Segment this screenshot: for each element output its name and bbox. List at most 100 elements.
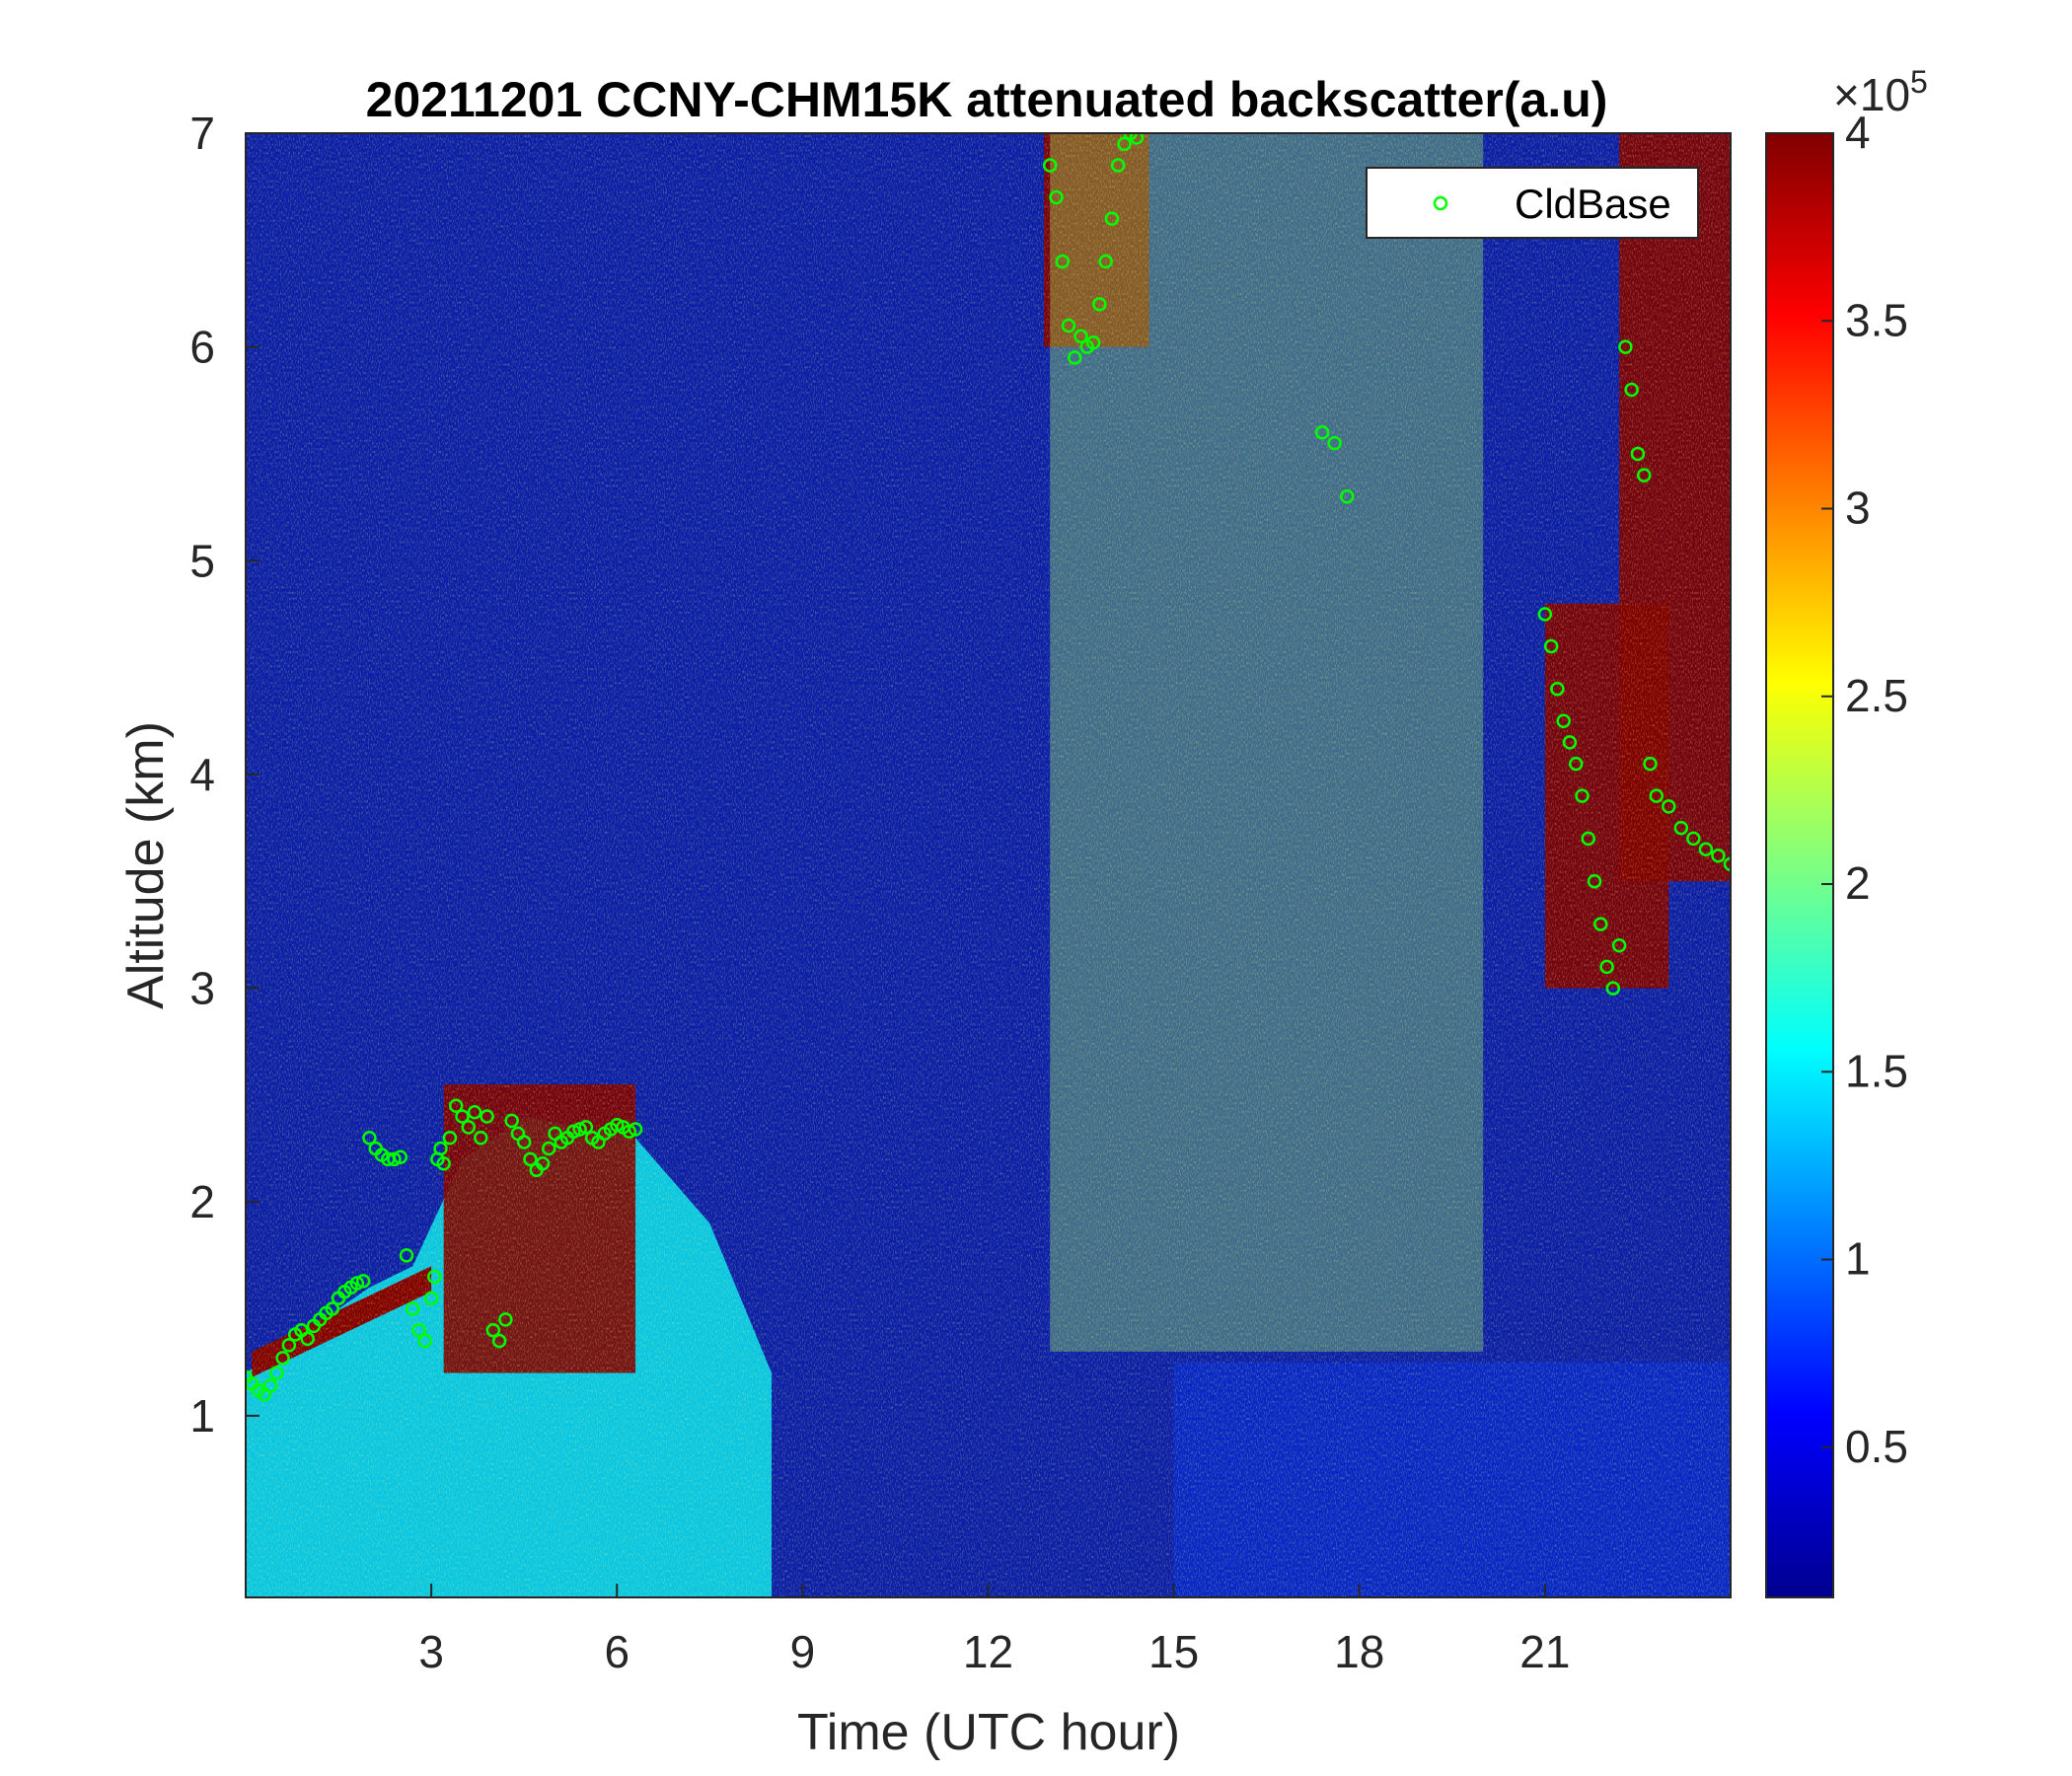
cldbase-point: [1723, 856, 1731, 872]
cldbase-point: [411, 1322, 426, 1338]
cldbase-point: [1662, 799, 1676, 814]
cldbase-point: [1605, 981, 1621, 996]
cldbase-point: [269, 1366, 284, 1380]
y-axis: 1 2 3 4 5 6 7: [189, 108, 259, 1442]
cldbase-point: [1587, 873, 1602, 889]
cldbase-point: [1117, 136, 1132, 152]
heatmap-noise: [246, 133, 1731, 1597]
x-tick-label: 6: [604, 1626, 629, 1677]
cldbase-point: [1624, 382, 1639, 398]
colorbar-tick-label: 2.5: [1845, 670, 1908, 721]
plot-area: [246, 133, 1731, 1597]
cldbase-point: [1611, 937, 1627, 953]
cldbase-point: [1042, 158, 1058, 173]
cldbase-point: [399, 1248, 414, 1263]
cldbase-point: [467, 1104, 482, 1120]
cldbase-point: [1673, 820, 1689, 836]
cldbase-point: [461, 1120, 476, 1135]
cldbase-point: [349, 1276, 365, 1291]
cldbase-point: [1593, 917, 1608, 931]
colorbar: 0.5 1 1.5 2 2.5 3 3.5 4 ×105: [1765, 64, 1928, 1598]
colorbar-exponent: 5: [1910, 64, 1928, 100]
colorbar-tick-label: 2: [1845, 857, 1871, 909]
cldbase-point: [1575, 788, 1590, 803]
cldbase-point: [427, 1269, 442, 1285]
colorbar-tick-label: 4: [1845, 107, 1871, 158]
colorbar-tick-label: 1: [1845, 1233, 1871, 1285]
colorbar-tick-label: 1.5: [1845, 1045, 1908, 1096]
cldbase-point: [1556, 713, 1571, 729]
cldbase-point: [442, 1130, 458, 1146]
cldbase-point: [1618, 339, 1633, 354]
cldbase-point: [1636, 468, 1652, 482]
cldbase-point: [622, 1124, 637, 1139]
cldbase-point: [1711, 849, 1726, 863]
y-axis-title: Altitude (km): [117, 721, 175, 1009]
y-tick-label: 5: [189, 535, 215, 586]
colorbar-multiplier: ×105: [1833, 64, 1928, 120]
cldbase-point: [1068, 350, 1082, 365]
x-tick-label: 18: [1334, 1626, 1384, 1677]
cldbase-point: [542, 1141, 556, 1156]
cldbase-point: [491, 1333, 507, 1349]
legend-label-cldbase: CldBase: [1515, 181, 1671, 227]
cldbase-point: [1686, 831, 1701, 847]
colorbar-ramp: [1765, 132, 1834, 1598]
cldbase-point: [406, 1301, 420, 1316]
cldbase-point: [417, 1333, 433, 1349]
x-tick-label: 3: [418, 1626, 444, 1677]
x-tick-label: 12: [963, 1626, 1013, 1677]
y-tick-label: 1: [189, 1390, 215, 1442]
cldbase-point: [610, 1117, 625, 1133]
y-tick-label: 6: [189, 322, 215, 373]
colorbar-tick-label: 3.5: [1845, 294, 1908, 345]
cldbase-point: [1061, 318, 1076, 333]
cldbase-point: [436, 1155, 451, 1171]
cldbase-point: [1110, 158, 1126, 173]
cldbase-point: [355, 1274, 371, 1289]
cldbase-point: [1643, 756, 1658, 772]
y-tick-label: 2: [189, 1176, 215, 1227]
cldbase-point: [523, 1151, 538, 1167]
cldbase-point: [628, 1122, 643, 1137]
cldbase-point: [1599, 959, 1614, 975]
cldbase-point: [448, 1098, 464, 1113]
legend-box: [1366, 167, 1699, 239]
cldbase-point: [1339, 489, 1355, 504]
cldbase-point: [433, 1141, 448, 1156]
y-tick-label: 7: [189, 108, 215, 159]
colorbar-tick-label: 3: [1845, 482, 1871, 534]
cldbase-point: [1630, 446, 1646, 462]
cldbase-point: [485, 1322, 501, 1338]
cldbase-point: [1098, 254, 1113, 269]
cldbase-point: [566, 1124, 581, 1139]
cldbase-point: [1537, 607, 1553, 622]
colorbar-ticks: 0.5 1 1.5 2 2.5 3 3.5 4: [1821, 107, 1908, 1472]
cldbase-point: [1562, 735, 1578, 750]
x-axis: 3 6 9 12 15 18 21: [418, 1584, 1570, 1677]
cldbase-point: [1649, 788, 1664, 803]
cldbase-point: [504, 1113, 519, 1129]
cldbase-point: [1314, 425, 1330, 440]
legend: CldBase: [1366, 167, 1699, 239]
colorbar-tick-label: 0.5: [1845, 1421, 1908, 1472]
cldbase-point: [1327, 435, 1342, 451]
y-tick-label: 3: [189, 963, 215, 1014]
cldbase-point: [498, 1312, 513, 1327]
cldbase-point: [1104, 211, 1120, 226]
cldbase-point: [455, 1109, 470, 1124]
cldbase-point: [1550, 682, 1565, 697]
cldbase-point: [1055, 254, 1070, 269]
cldbase-point: [578, 1120, 594, 1135]
cldbase-point: [387, 1151, 402, 1167]
cldbase-point: [393, 1149, 408, 1164]
cldbase-point: [1568, 756, 1584, 772]
cldbase-point: [1129, 133, 1145, 145]
cldbase-point: [362, 1130, 377, 1146]
cldbase-point: [1085, 335, 1101, 350]
x-axis-title: Time (UTC hour): [797, 1704, 1180, 1761]
cldbase-point: [1581, 831, 1596, 847]
x-tick-label: 15: [1148, 1626, 1199, 1677]
y-tick-label: 4: [189, 749, 215, 800]
